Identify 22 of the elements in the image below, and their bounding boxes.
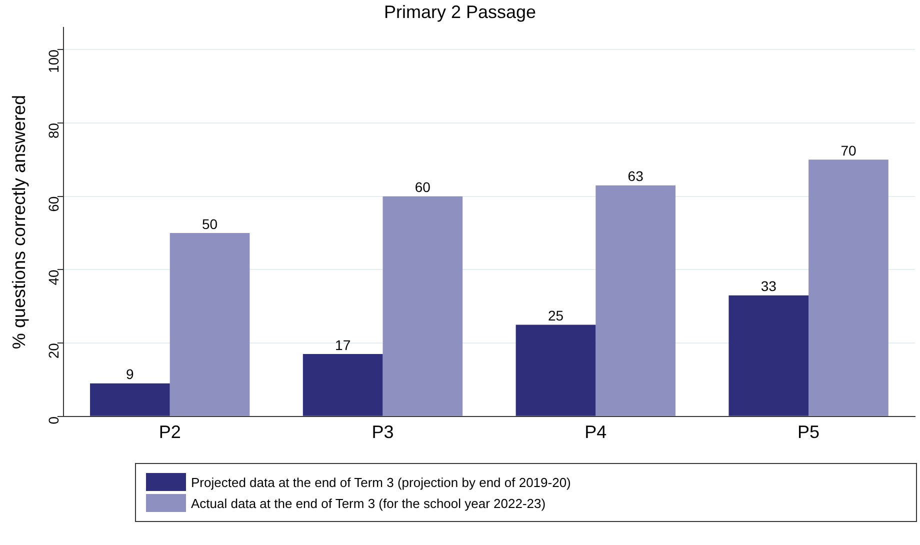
y-axis-title: % questions correctly answered [8, 94, 29, 350]
data-label: 17 [335, 336, 351, 353]
y-tick-label: 80 [45, 122, 62, 139]
y-tick-label: 0 [45, 416, 62, 424]
data-label: 50 [202, 216, 218, 232]
data-label: 70 [840, 142, 856, 159]
chart-title: Primary 2 Passage [384, 2, 536, 22]
data-label: 63 [628, 168, 644, 184]
x-tick-label: P2 [158, 422, 181, 442]
y-tick-label: 20 [45, 342, 62, 359]
y-tick-label: 60 [45, 196, 62, 212]
x-tick-label: P4 [584, 422, 607, 442]
data-label: 25 [548, 308, 564, 324]
legend-label: Actual data at the end of Term 3 (for the school year 2022-23) [191, 496, 546, 510]
legend-label: Projected data at the end of Term 3 (projection by end of 2019-20) [191, 474, 571, 490]
x-tick-label: P5 [798, 422, 820, 442]
data-label: 9 [126, 366, 134, 382]
y-tick-label: 100 [45, 49, 62, 73]
data-label: 60 [414, 179, 431, 196]
x-tick-label: P3 [372, 422, 394, 442]
y-tick-label: 40 [45, 269, 62, 286]
data-label: 33 [760, 278, 777, 294]
